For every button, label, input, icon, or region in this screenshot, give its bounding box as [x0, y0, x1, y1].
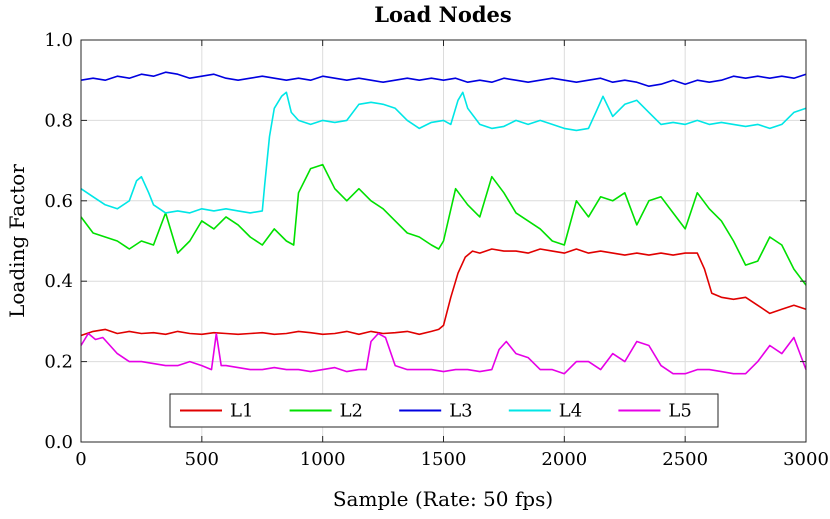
y-tick-label: 1.0	[44, 30, 73, 51]
y-tick-label: 0.2	[44, 352, 73, 373]
y-tick-label: 0.0	[44, 432, 73, 453]
y-tick-label: 0.8	[44, 110, 73, 131]
series-line-l2	[80, 163, 807, 286]
x-tick-label: 1000	[300, 449, 346, 470]
ticks: 0 500 1000 1500 2000 2500 3000 0.0 0.2 0.4 0.6 0.8 1…	[44, 30, 829, 470]
x-tick-label: 0	[75, 449, 86, 470]
series-line-l3	[80, 71, 807, 87]
legend-label-l3: L3	[449, 401, 472, 422]
x-tick-label: 500	[185, 449, 219, 470]
y-tick-label: 0.6	[44, 191, 73, 212]
x-tick-label: 2500	[662, 449, 708, 470]
legend-label-l5: L5	[668, 401, 691, 422]
series-line-l5	[80, 332, 807, 375]
series-layer	[80, 71, 807, 375]
y-tick-label: 0.4	[44, 271, 73, 292]
chart-title: Load Nodes	[374, 2, 511, 27]
y-axis-label: Loading Factor	[5, 164, 29, 318]
legend-label-l1: L1	[230, 401, 253, 422]
x-tick-label: 1500	[421, 449, 467, 470]
series-line-l1	[80, 248, 807, 337]
x-axis-label: Sample (Rate: 50 fps)	[333, 487, 553, 511]
legend: L1 L2 L3 L4 L5	[169, 393, 719, 428]
x-tick-label: 2000	[541, 449, 587, 470]
legend-label-l4: L4	[559, 401, 582, 422]
series-line-l4	[80, 91, 807, 214]
x-tick-label: 3000	[783, 449, 829, 470]
legend-label-l2: L2	[340, 401, 363, 422]
